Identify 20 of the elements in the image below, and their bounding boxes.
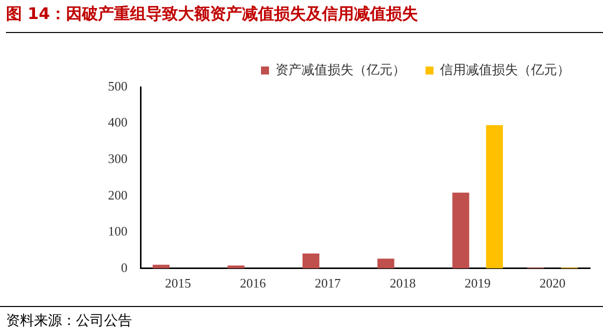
x-tick-label: 2018 [390,276,416,291]
x-tick-label: 2016 [240,276,266,291]
bar [452,192,470,268]
y-tick-label: 100 [108,224,128,239]
y-tick-label: 300 [108,150,128,166]
chart-title: 图 14：因破产重组导致大额资产减值损失及信用减值损失 [6,4,418,25]
x-tick-label: 2015 [164,276,191,291]
bar [486,125,503,268]
bar [302,254,320,268]
text: 资料来源：公司公告 [6,312,132,330]
x-tick-label: 2019 [464,276,491,291]
y-tick-label: 400 [108,114,128,130]
legend-label: 信用减值损失（亿元） [440,62,570,78]
x-tick-label: 2017 [314,276,342,291]
bar [377,258,394,268]
y-tick-label: 500 [108,78,128,94]
y-tick-label: 200 [108,187,128,202]
x-tick-label: 2020 [540,276,566,291]
y-tick-label: 0 [121,260,128,275]
legend-label: 资产减值损失（亿元） [276,62,406,78]
